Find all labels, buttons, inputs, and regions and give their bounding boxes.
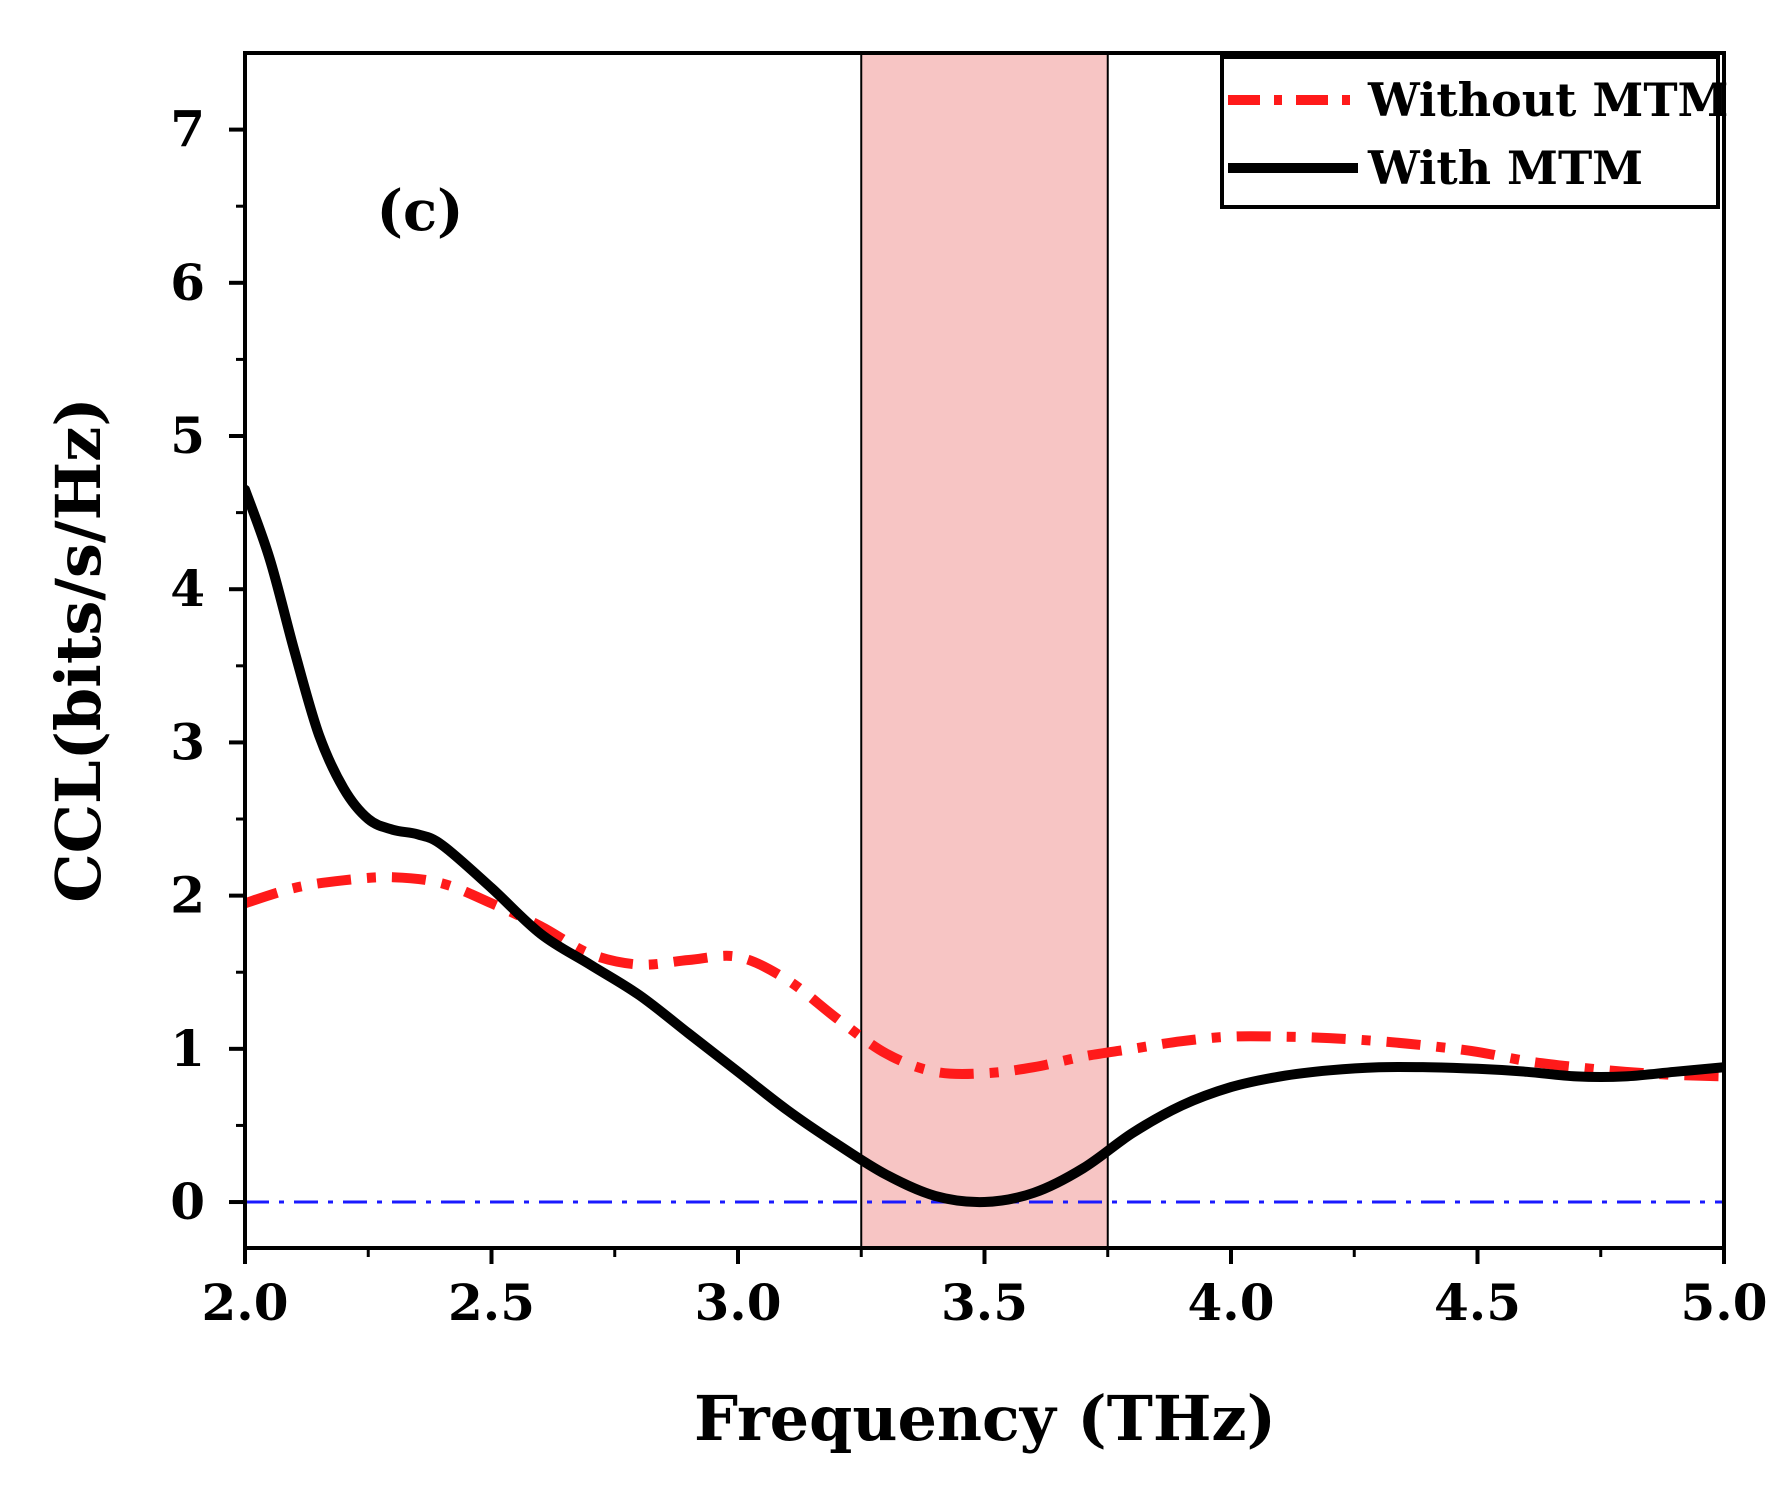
tick-layer: 2.0 2.5 3.0 3.5 4.0 4.5 5.0 0 1 2 3 4 5 6 7: [170, 100, 1767, 1332]
y-tick-label: 6: [170, 253, 205, 312]
highlight-band: [861, 53, 1108, 1248]
y-tick-label: 1: [170, 1019, 205, 1078]
y-axis-title: CCL(bits/s/Hz): [42, 397, 115, 902]
x-tick-label: 5.0: [1681, 1273, 1768, 1332]
x-tick-label: 4.0: [1188, 1273, 1275, 1332]
y-tick-label: 5: [170, 406, 205, 465]
x-tick-label: 2.0: [202, 1273, 289, 1332]
legend-label-with-mtm: With MTM: [1367, 141, 1643, 195]
x-tick-label: 2.5: [448, 1273, 535, 1332]
legend-label-without-mtm: Without MTM: [1367, 73, 1728, 127]
x-axis-title: Frequency (THz): [694, 1382, 1276, 1455]
x-tick-label: 4.5: [1434, 1273, 1521, 1332]
legend: Without MTM With MTM: [1220, 55, 1728, 209]
x-tick-label: 3.5: [941, 1273, 1028, 1332]
legend-box: [1220, 55, 1720, 209]
x-tick-label: 3.0: [695, 1273, 782, 1332]
y-tick-label: 4: [170, 559, 205, 618]
highlight-band-layer: [860, 53, 1109, 1248]
y-tick-label: 2: [170, 866, 205, 925]
series-line-with-mtm: [245, 484, 1724, 1208]
y-tick-label: 7: [170, 100, 205, 159]
series-line-without-mtm: [245, 872, 1724, 1082]
y-tick-label: 0: [170, 1172, 205, 1231]
y-tick-label: 3: [170, 712, 205, 771]
panel-label: (c): [376, 178, 463, 244]
series-layer: [245, 484, 1724, 1208]
